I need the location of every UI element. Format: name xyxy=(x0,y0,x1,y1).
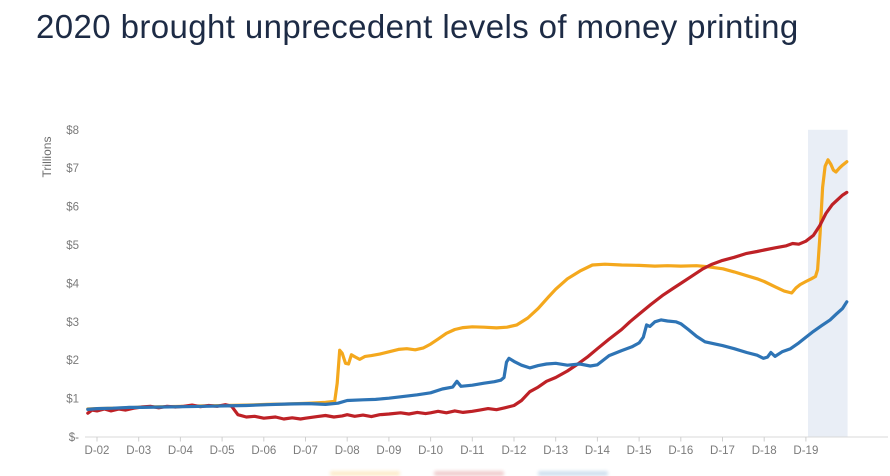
y-axis-tick-label: $- xyxy=(69,432,79,444)
y-axis-tick-label: $8 xyxy=(66,125,79,137)
x-axis-tick-label: D-12 xyxy=(502,445,527,457)
y-axis-tick-label: $5 xyxy=(66,240,79,252)
y-axis-tick-label: $1 xyxy=(66,394,79,406)
x-axis-tick-label: D-13 xyxy=(543,445,568,457)
x-axis-tick-label: D-14 xyxy=(585,445,611,457)
series-line-gold xyxy=(86,158,849,411)
y-axis-tick-label: $3 xyxy=(66,317,79,329)
x-axis-tick-label: D-16 xyxy=(668,445,693,457)
y-axis-title: Trillions xyxy=(40,137,54,178)
cropped-legend-chip xyxy=(538,471,608,476)
x-axis-tick-label: D-04 xyxy=(168,445,194,457)
x-axis-tick-label: D-08 xyxy=(335,445,360,457)
x-axis-tick-label: D-03 xyxy=(126,445,151,457)
highlight-band-2020 xyxy=(807,129,848,438)
x-axis-tick-label: D-05 xyxy=(210,445,235,457)
y-axis-tick-label: $6 xyxy=(66,202,79,214)
cropped-legend-chip xyxy=(330,471,400,476)
y-axis-tick-label: $4 xyxy=(66,278,79,290)
x-axis-tick-label: D-02 xyxy=(85,445,110,457)
x-axis-tick-label: D-11 xyxy=(460,445,484,457)
x-axis-tick-label: D-09 xyxy=(376,445,401,457)
x-axis-tick-label: D-17 xyxy=(710,445,735,457)
series-line-blue xyxy=(86,300,849,411)
y-axis-tick-label: $2 xyxy=(66,355,79,367)
page-title: 2020 brought unprecedent levels of money… xyxy=(36,8,799,45)
x-axis-tick-label: D-15 xyxy=(627,445,652,457)
cropped-legend-chip xyxy=(434,471,504,476)
y-axis-tick-label: $7 xyxy=(66,163,79,175)
cropped-legend-strip xyxy=(330,469,660,476)
x-axis-tick-label: D-06 xyxy=(251,445,276,457)
x-axis-tick-label: D-19 xyxy=(793,445,818,457)
x-axis-tick-label: D-10 xyxy=(418,445,443,457)
x-axis-tick-label: D-07 xyxy=(293,445,318,457)
x-axis-tick-label: D-18 xyxy=(752,445,777,457)
